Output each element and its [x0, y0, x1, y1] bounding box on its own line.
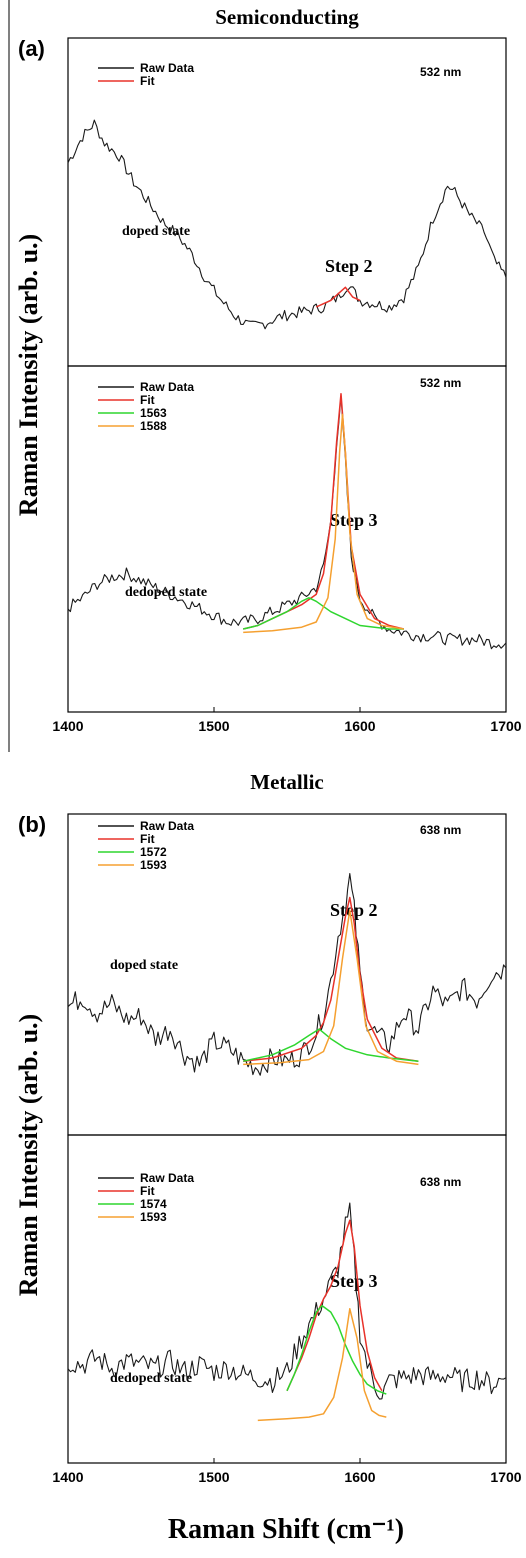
- legend-label: Fit: [140, 393, 155, 407]
- state-label: doped state: [110, 958, 178, 973]
- series-line-raw-data: [67, 119, 507, 330]
- legend-label: Fit: [140, 1184, 155, 1198]
- y-axis-label-b: Raman Intensity (arb. u.): [14, 1014, 43, 1296]
- series-line-1593: [243, 909, 419, 1066]
- legend-label: Raw Data: [140, 380, 194, 394]
- legend-label: Fit: [140, 74, 155, 88]
- series-line-1572: [243, 1028, 419, 1062]
- y-axis-label-a: Raman Intensity (arb. u.): [14, 234, 43, 516]
- wavelength-label: 532 nm: [420, 376, 461, 390]
- wavelength-label: 638 nm: [420, 1175, 461, 1189]
- x-tick-label: 1400: [52, 718, 83, 734]
- section-title: Semiconducting: [215, 5, 359, 29]
- series-line-fit: [243, 392, 404, 630]
- series-line-1574: [286, 1304, 387, 1395]
- x-tick-label: 1500: [198, 718, 229, 734]
- step-label: Step 3: [330, 1271, 378, 1291]
- series-line-1588: [243, 413, 404, 634]
- wavelength-label: 532 nm: [420, 65, 461, 79]
- step-label: Step 2: [330, 900, 378, 920]
- series-line-1563: [243, 597, 404, 630]
- plot-frame: [67, 1134, 507, 1464]
- series-line-fit: [286, 1219, 383, 1392]
- legend-label: Raw Data: [140, 61, 194, 75]
- series-line-raw-data: [67, 1202, 507, 1400]
- legend-label: 1593: [140, 858, 167, 872]
- x-tick-label: 1500: [198, 1469, 229, 1485]
- series-line-fit: [315, 286, 361, 308]
- series-line-1593: [257, 1308, 387, 1422]
- x-tick-label: 1600: [344, 1469, 375, 1485]
- section-title: Metallic: [250, 770, 323, 794]
- legend-label: 1574: [140, 1197, 167, 1211]
- series-line-raw-data: [67, 394, 507, 650]
- legend-label: 1572: [140, 845, 167, 859]
- plot-frame: [67, 365, 507, 713]
- state-label: dedoped state: [125, 585, 207, 600]
- plot-frame: [67, 813, 507, 1136]
- x-tick-label: 1700: [490, 1469, 521, 1485]
- legend-label: 1563: [140, 406, 167, 420]
- wavelength-label: 638 nm: [420, 823, 461, 837]
- legend-label: 1593: [140, 1210, 167, 1224]
- x-axis-label: Raman Shift (cm⁻¹): [168, 1514, 404, 1545]
- panel-label: (b): [18, 812, 46, 837]
- state-label: dedoped state: [110, 1371, 192, 1386]
- legend-label: Raw Data: [140, 1171, 194, 1185]
- legend-label: Fit: [140, 832, 155, 846]
- x-tick-label: 1700: [490, 718, 521, 734]
- legend-label: Raw Data: [140, 819, 194, 833]
- legend-label: 1588: [140, 419, 167, 433]
- series-line-raw-data: [67, 873, 507, 1076]
- x-tick-label: 1400: [52, 1469, 83, 1485]
- step-label: Step 3: [330, 510, 378, 530]
- plot-frame: [67, 37, 507, 367]
- step-label: Step 2: [325, 256, 373, 276]
- x-tick-label: 1600: [344, 718, 375, 734]
- panel-label: (a): [18, 36, 45, 61]
- series-line-fit: [243, 896, 419, 1062]
